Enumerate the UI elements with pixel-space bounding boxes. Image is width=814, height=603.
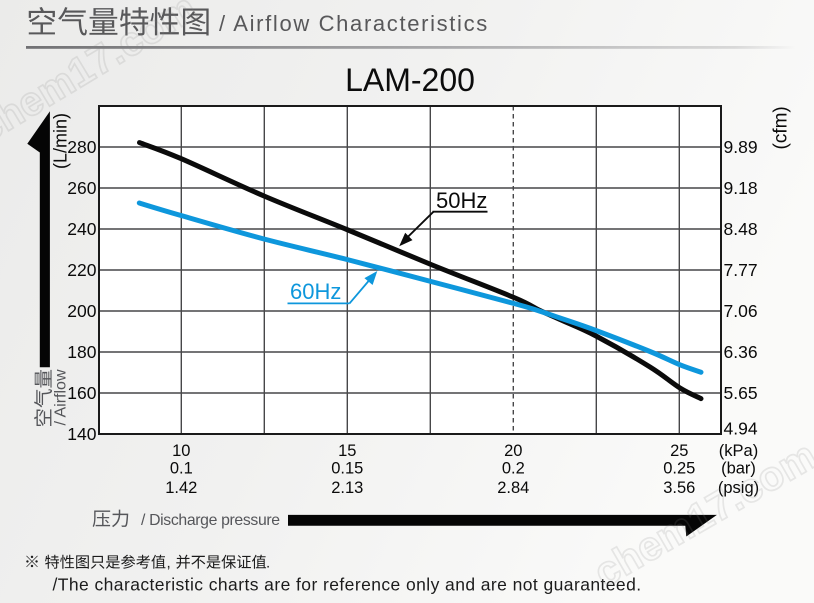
svg-text:2.84: 2.84 xyxy=(497,479,529,497)
svg-text:240: 240 xyxy=(67,219,96,239)
svg-text:15: 15 xyxy=(338,442,356,460)
svg-text:(psig): (psig) xyxy=(718,479,759,497)
svg-text:.: . xyxy=(266,555,270,572)
svg-text:260: 260 xyxy=(67,178,96,198)
svg-text:6.36: 6.36 xyxy=(724,342,758,362)
svg-text:8.48: 8.48 xyxy=(724,219,758,239)
svg-text:/ Airflow Characteristics: / Airflow Characteristics xyxy=(219,11,489,36)
svg-text:9.89: 9.89 xyxy=(724,137,758,157)
svg-text:7.77: 7.77 xyxy=(724,260,758,280)
svg-text:20: 20 xyxy=(504,442,522,460)
svg-text:(L/min): (L/min) xyxy=(51,113,71,169)
svg-text:/ Airflow: / Airflow xyxy=(53,369,70,425)
svg-text:60Hz: 60Hz xyxy=(290,279,341,304)
svg-text:280: 280 xyxy=(67,137,96,157)
svg-text:160: 160 xyxy=(67,383,96,403)
svg-text:2.13: 2.13 xyxy=(331,479,363,497)
svg-text:(kPa): (kPa) xyxy=(719,442,758,460)
svg-text:0.2: 0.2 xyxy=(502,459,525,477)
svg-text:9.18: 9.18 xyxy=(724,178,758,198)
svg-text:5.65: 5.65 xyxy=(724,383,758,403)
svg-text:4.94: 4.94 xyxy=(724,419,758,439)
svg-text:140: 140 xyxy=(67,424,96,444)
svg-text:180: 180 xyxy=(67,342,96,362)
svg-text:220: 220 xyxy=(67,260,96,280)
svg-text:/ Discharge pressure: / Discharge pressure xyxy=(141,512,280,529)
svg-text:3.56: 3.56 xyxy=(663,479,695,497)
svg-text:0.15: 0.15 xyxy=(331,459,363,477)
svg-text:(bar): (bar) xyxy=(721,459,756,477)
svg-text:(cfm): (cfm) xyxy=(771,106,792,149)
svg-text:25: 25 xyxy=(670,442,688,460)
svg-text:,: , xyxy=(167,555,171,572)
svg-text:7.06: 7.06 xyxy=(724,301,758,321)
svg-text:50Hz: 50Hz xyxy=(436,188,487,213)
svg-text:LAM-200: LAM-200 xyxy=(345,62,475,98)
svg-text:1.42: 1.42 xyxy=(165,479,197,497)
svg-text:10: 10 xyxy=(172,442,190,460)
svg-text:/The characteristic charts are: /The characteristic charts are for refer… xyxy=(53,575,642,595)
svg-text:0.25: 0.25 xyxy=(663,459,695,477)
svg-text:0.1: 0.1 xyxy=(170,459,193,477)
svg-text:200: 200 xyxy=(67,301,96,321)
